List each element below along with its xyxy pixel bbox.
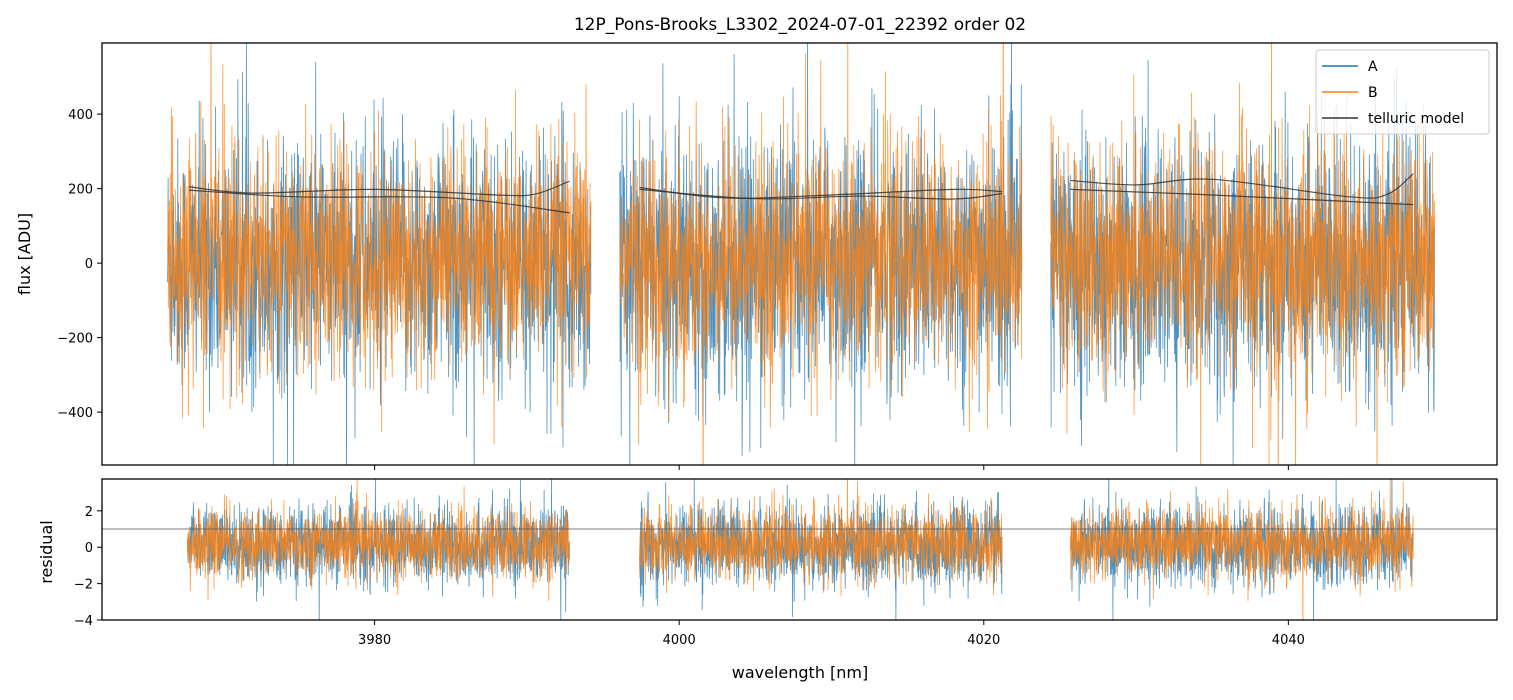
legend-entry: telluric model (1368, 111, 1464, 127)
y-tick-label: −4 (74, 614, 93, 629)
telluric-model-curve-4 (639, 188, 1003, 200)
legend-entry: A (1368, 59, 1378, 75)
y-tick-label: −400 (57, 406, 93, 421)
x-tick-label: 3980 (358, 633, 391, 648)
axes-frame (101, 478, 1498, 621)
y-axis-label-flux: flux [ADU] (15, 213, 34, 295)
chart-title: 12P_Pons-Brooks_L3302_2024-07-01_22392 o… (574, 15, 1026, 35)
y-tick-label: 0 (85, 257, 93, 272)
series-b-segment-3 (1070, 479, 1414, 620)
legend-box (1315, 49, 1490, 135)
series-b-segment-3 (1050, 43, 1435, 465)
y-tick-label: 200 (68, 183, 93, 198)
y-tick-label: 0 (85, 541, 93, 556)
y-tick-label: −2 (74, 578, 93, 593)
telluric-model-curve-6 (1070, 188, 1414, 206)
series-b-segment-1 (167, 43, 592, 445)
x-tick-label: 4020 (967, 633, 1000, 648)
telluric-model-curve-2 (188, 189, 570, 214)
y-tick-label: −200 (57, 332, 93, 347)
y-tick-label: 2 (85, 505, 93, 520)
y-axis-label-residual: residual (37, 520, 56, 583)
telluric-model-curve-3 (639, 186, 1003, 199)
telluric-model-curve-1 (188, 180, 570, 197)
series-b-segment-2 (619, 43, 1023, 465)
axes-frame (101, 42, 1498, 466)
telluric-model-curve-5 (1070, 173, 1414, 199)
series-b-segment-1 (186, 479, 570, 601)
x-tick-label: 4000 (663, 633, 696, 648)
y-tick-label: 400 (68, 108, 93, 123)
x-axis-label: wavelength [nm] (732, 663, 869, 682)
series-b-segment-2 (639, 479, 1003, 596)
x-tick-label: 4040 (1272, 633, 1305, 648)
legend-entry: B (1368, 85, 1378, 101)
residual-axes: −4 −2 0 2 3980 4000 4020 4040 (74, 478, 1498, 648)
flux-axes: −400 −200 0 200 400 (57, 42, 1498, 470)
